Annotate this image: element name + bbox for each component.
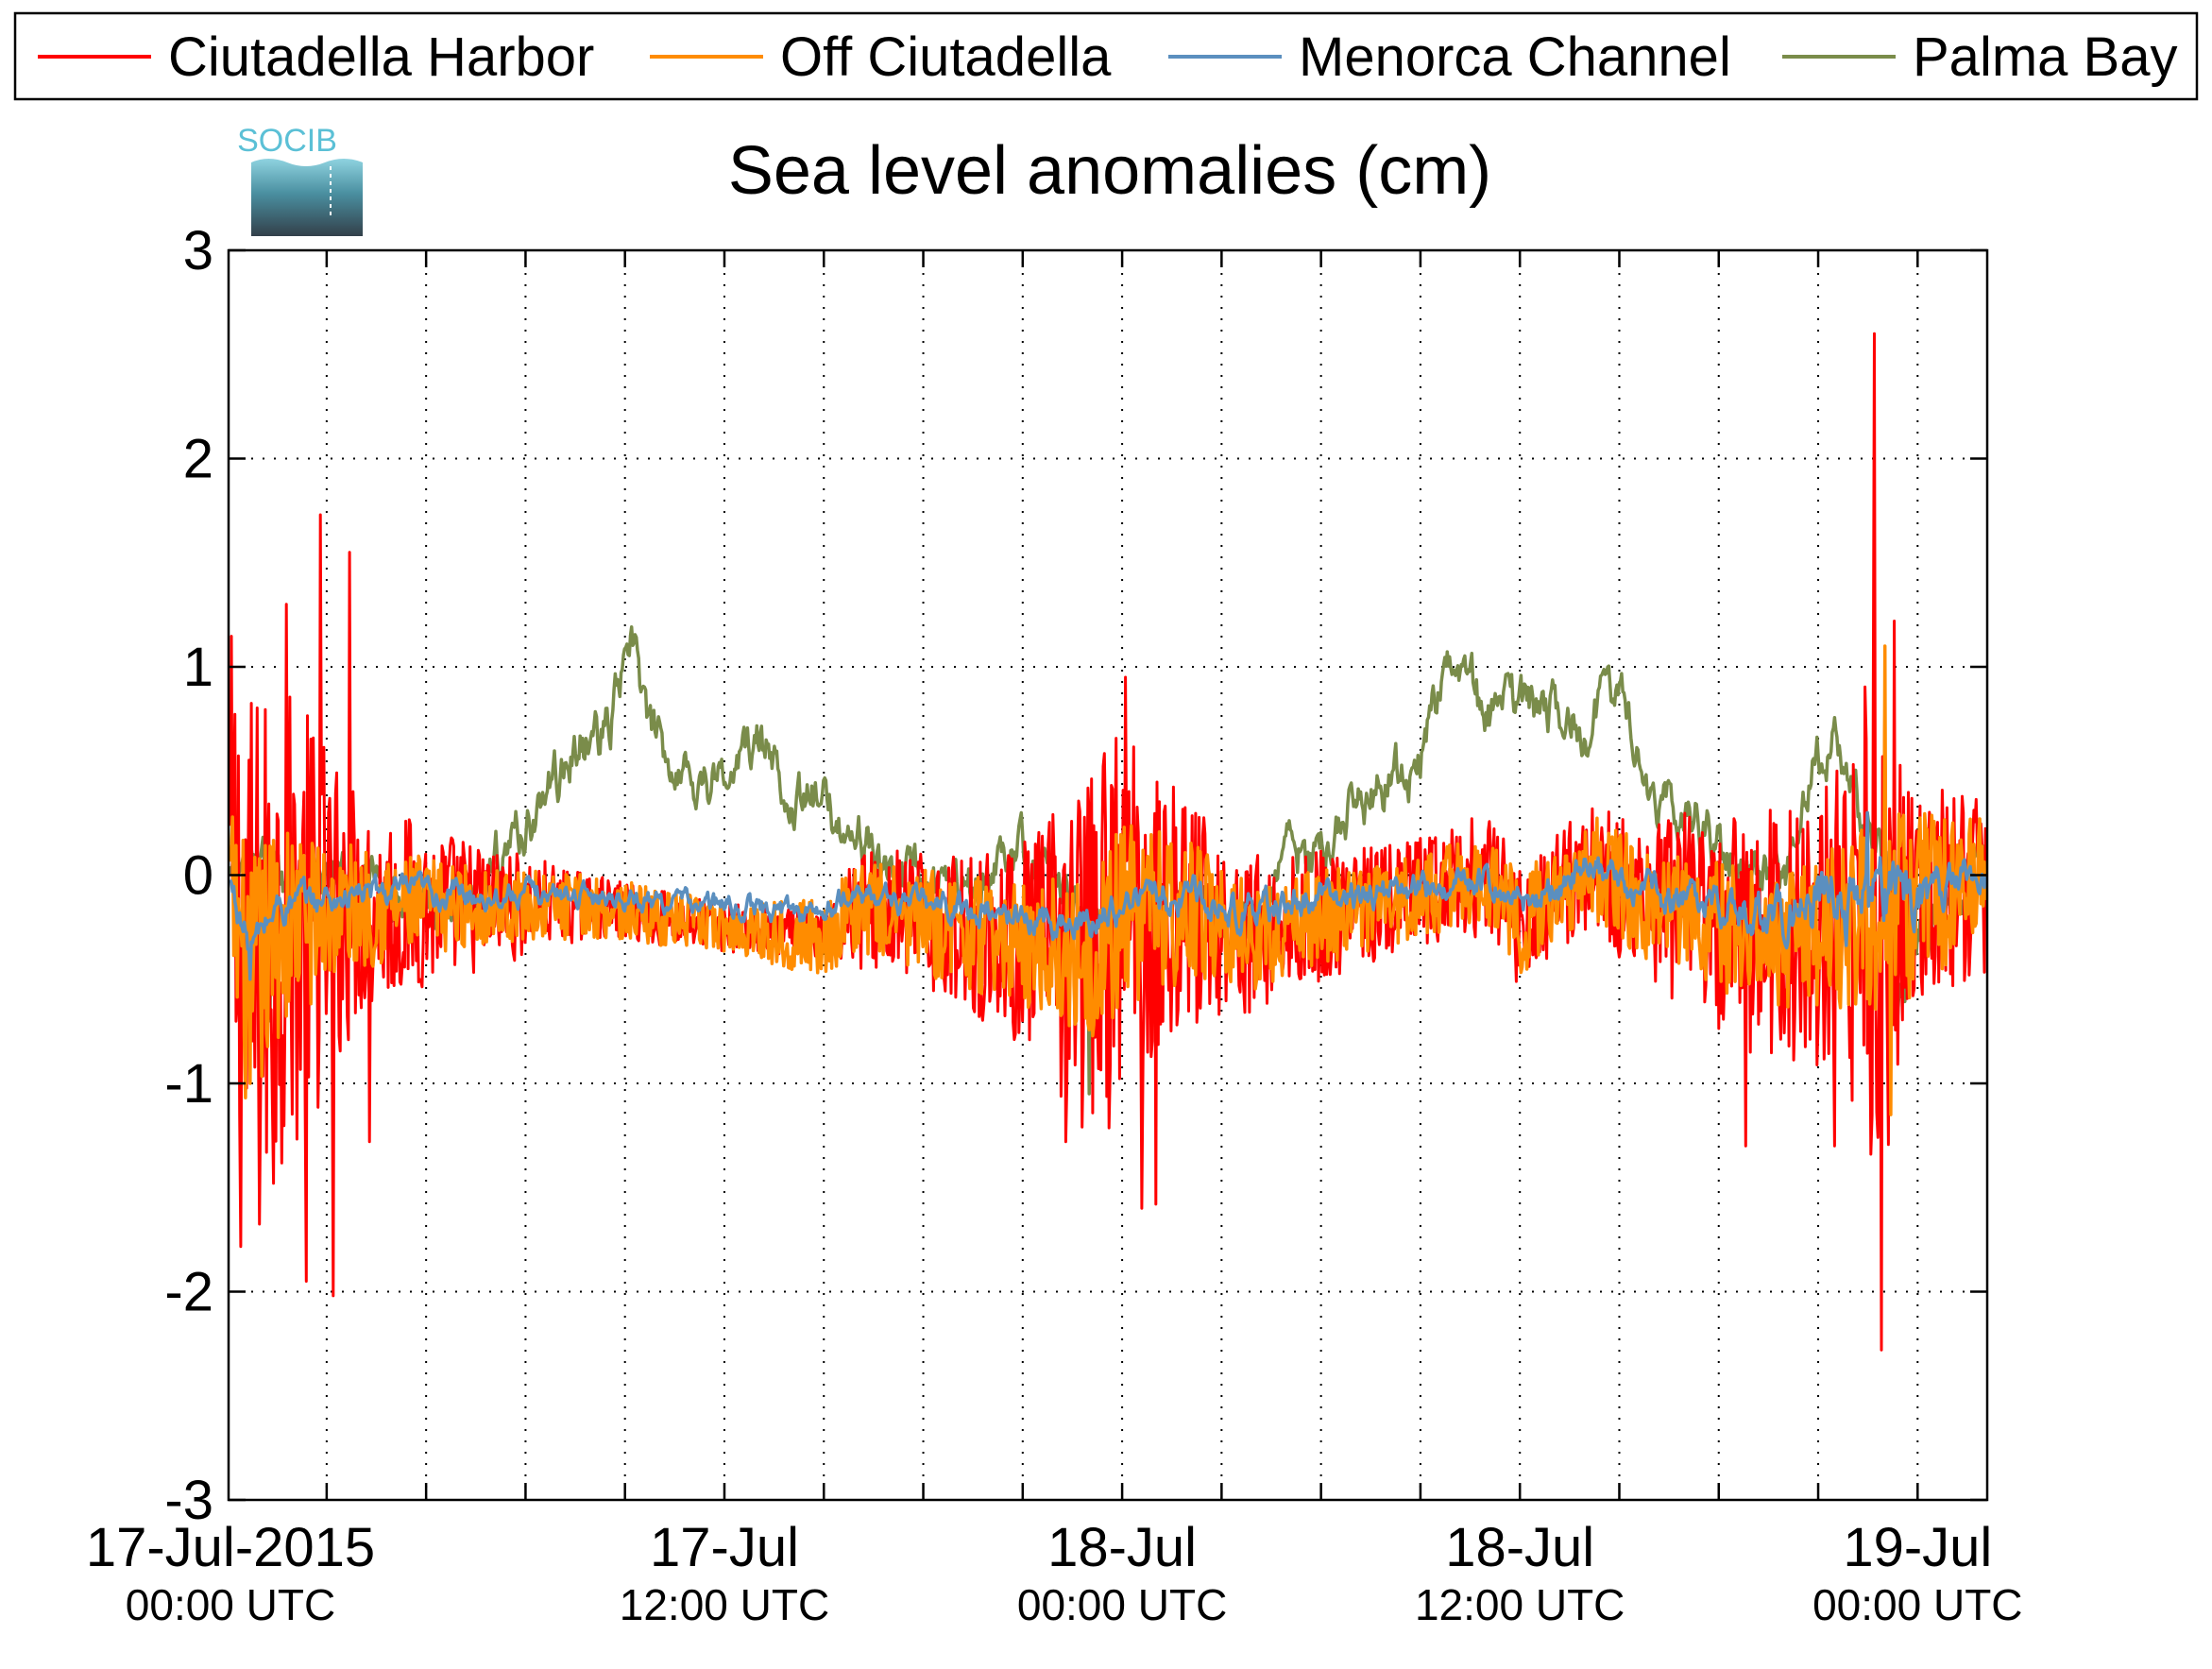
legend-label: Palma Bay bbox=[1913, 26, 2177, 88]
x-date-label: 17-Jul bbox=[650, 1517, 799, 1578]
y-tick-label: -3 bbox=[164, 1470, 213, 1531]
x-time-label: 12:00 UTC bbox=[620, 1580, 829, 1629]
y-tick-label: -1 bbox=[164, 1053, 213, 1115]
legend-label: Ciutadella Harbor bbox=[168, 26, 594, 88]
y-tick-label: 0 bbox=[183, 845, 213, 907]
chart-title: Sea level anomalies (cm) bbox=[728, 133, 1491, 209]
socib-logo: SOCIB bbox=[237, 123, 363, 236]
series-line-menorca-channel bbox=[229, 810, 1987, 981]
x-date-label: 18-Jul bbox=[1047, 1517, 1197, 1578]
y-tick-label: 1 bbox=[183, 637, 213, 698]
x-date-label: 18-Jul bbox=[1445, 1517, 1594, 1578]
x-time-label: 00:00 UTC bbox=[1812, 1580, 2022, 1629]
y-tick-label: 2 bbox=[183, 429, 213, 490]
plot-area bbox=[227, 248, 1989, 1502]
y-tick-label: 3 bbox=[183, 220, 213, 281]
legend: Ciutadella Harbor Off Ciutadella Menorca C… bbox=[13, 11, 2199, 101]
y-tick-label: -2 bbox=[164, 1262, 213, 1323]
legend-label: Menorca Channel bbox=[1299, 26, 1731, 88]
x-time-label: 00:00 UTC bbox=[126, 1580, 335, 1629]
x-time-label: 00:00 UTC bbox=[1017, 1580, 1227, 1629]
logo-text: SOCIB bbox=[237, 123, 337, 159]
x-date-label: 19-Jul bbox=[1843, 1517, 1992, 1578]
x-date-label: 17-Jul-2015 bbox=[86, 1517, 375, 1578]
x-time-label: 12:00 UTC bbox=[1415, 1580, 1625, 1629]
legend-label: Off Ciutadella bbox=[780, 26, 1112, 88]
